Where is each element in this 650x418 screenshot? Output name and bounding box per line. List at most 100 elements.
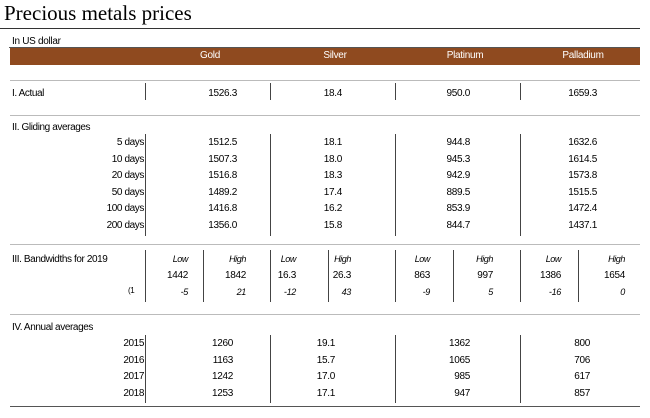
table-cell: 17.1 [316, 387, 336, 399]
column-divider [395, 83, 396, 100]
column-divider [145, 250, 146, 302]
column-divider [203, 250, 204, 302]
table-cell: 1437.1 [568, 219, 597, 231]
title-divider [0, 28, 640, 29]
bandwidth-value: 1442 [166, 270, 188, 281]
unit-divider [9, 47, 640, 48]
section-label-gliding: II. Gliding averages [12, 122, 91, 133]
column-divider [145, 134, 146, 236]
bandwidth-value: 26.3 [332, 270, 352, 281]
column-header-palladium: Palladium [562, 50, 604, 61]
actual-value: 950.0 [446, 88, 470, 99]
table-cell: 857 [574, 387, 590, 399]
bandwidth-value: 16.3 [277, 270, 297, 281]
section-label-annual: IV. Annual averages [12, 322, 93, 333]
row-label: 50 days [111, 186, 145, 198]
column-divider [270, 83, 271, 100]
row-label: 2018 [123, 387, 144, 399]
row-label: 2017 [123, 371, 144, 382]
high-header: High [476, 254, 493, 264]
section-label-bandwidths: III. Bandwidths for 2019 [12, 254, 108, 265]
bandwidth-value: 1842 [224, 270, 246, 281]
low-header: Low [172, 254, 189, 264]
table-cell: 942.9 [446, 170, 470, 181]
table-cell: 1512.5 [208, 137, 237, 148]
table-cell: 1507.3 [208, 153, 237, 165]
actual-value: 18.4 [323, 88, 343, 99]
column-divider [453, 250, 454, 302]
row-label: 10 days [111, 153, 145, 165]
table-cell: 1163 [212, 354, 234, 366]
column-header-gold: Gold [200, 50, 220, 61]
column-divider [270, 250, 271, 302]
table-cell: 16.2 [323, 203, 343, 214]
bandwidth-percent: -9 [422, 287, 431, 297]
table-cell: 17.0 [316, 371, 336, 382]
table-cell: 1065 [448, 354, 470, 366]
table-cell: 1362 [448, 338, 470, 349]
high-header: High [229, 254, 246, 264]
table-cell: 1515.5 [568, 186, 597, 198]
table-cell: 706 [574, 354, 590, 366]
table-cell: 19.1 [316, 338, 336, 349]
column-header-silver: Silver [323, 50, 347, 61]
column-divider [145, 335, 146, 403]
table-cell: 1260 [211, 338, 233, 349]
bandwidth-percent: -16 [548, 287, 561, 297]
row-label: 100 days [106, 203, 145, 214]
bandwidth-value: 1654 [603, 270, 625, 281]
table-cell: 844.7 [446, 219, 470, 231]
table-cell: 15.7 [316, 354, 336, 366]
table-cell: 1356.0 [208, 219, 237, 231]
table-cell: 1516.8 [208, 170, 237, 181]
bandwidth-value: 863 [414, 270, 430, 281]
table-cell: 1489.2 [208, 186, 237, 198]
table-cell: 1472.4 [568, 203, 597, 214]
row-label: 2016 [123, 354, 144, 366]
bandwidth-percent: -12 [283, 287, 296, 297]
page-title: Precious metals prices [4, 1, 192, 25]
column-header-bar: Gold Silver Platinum Palladium [10, 48, 640, 65]
low-header: Low [414, 254, 431, 264]
column-divider [328, 250, 329, 302]
bandwidth-percent: 21 [236, 287, 247, 297]
table-cell: 18.0 [323, 153, 343, 165]
actual-value: 1526.3 [208, 88, 237, 99]
section-divider [10, 244, 640, 245]
table-cell: 947 [454, 387, 470, 399]
table-cell: 17.4 [323, 186, 343, 198]
column-divider [395, 134, 396, 236]
column-divider [270, 335, 271, 403]
pct-marker: (1 [128, 286, 135, 295]
table-cell: 985 [454, 371, 470, 382]
row-label: 5 days [116, 137, 144, 148]
bandwidth-value: 1386 [539, 270, 561, 281]
table-cell: 1242 [211, 371, 233, 382]
table-cell: 1632.6 [568, 137, 597, 148]
low-header: Low [280, 254, 297, 264]
column-header-platinum: Platinum [446, 50, 484, 61]
high-header: High [334, 254, 351, 264]
table-cell: 889.5 [446, 186, 470, 198]
column-divider [578, 250, 579, 302]
section-divider [10, 115, 640, 116]
table-cell: 800 [574, 338, 590, 349]
table-cell: 18.3 [323, 170, 343, 181]
column-divider [520, 335, 521, 403]
table-cell: 15.8 [323, 219, 343, 231]
table-cell: 1573.8 [568, 170, 597, 181]
table-bottom-rule [10, 406, 640, 407]
column-divider [395, 250, 396, 302]
table-cell: 1614.5 [568, 153, 597, 165]
column-divider [395, 335, 396, 403]
section-label-actual: I. Actual [12, 88, 44, 99]
bandwidth-percent: 0 [620, 287, 625, 297]
column-divider [520, 250, 521, 302]
table-cell: 1416.8 [208, 203, 237, 214]
table-cell: 853.9 [446, 203, 470, 214]
table-cell: 1253 [211, 387, 233, 399]
table-cell: 617 [574, 371, 590, 382]
unit-label: In US dollar [12, 36, 61, 47]
bandwidth-value: 997 [477, 270, 493, 281]
low-header: Low [545, 254, 562, 264]
